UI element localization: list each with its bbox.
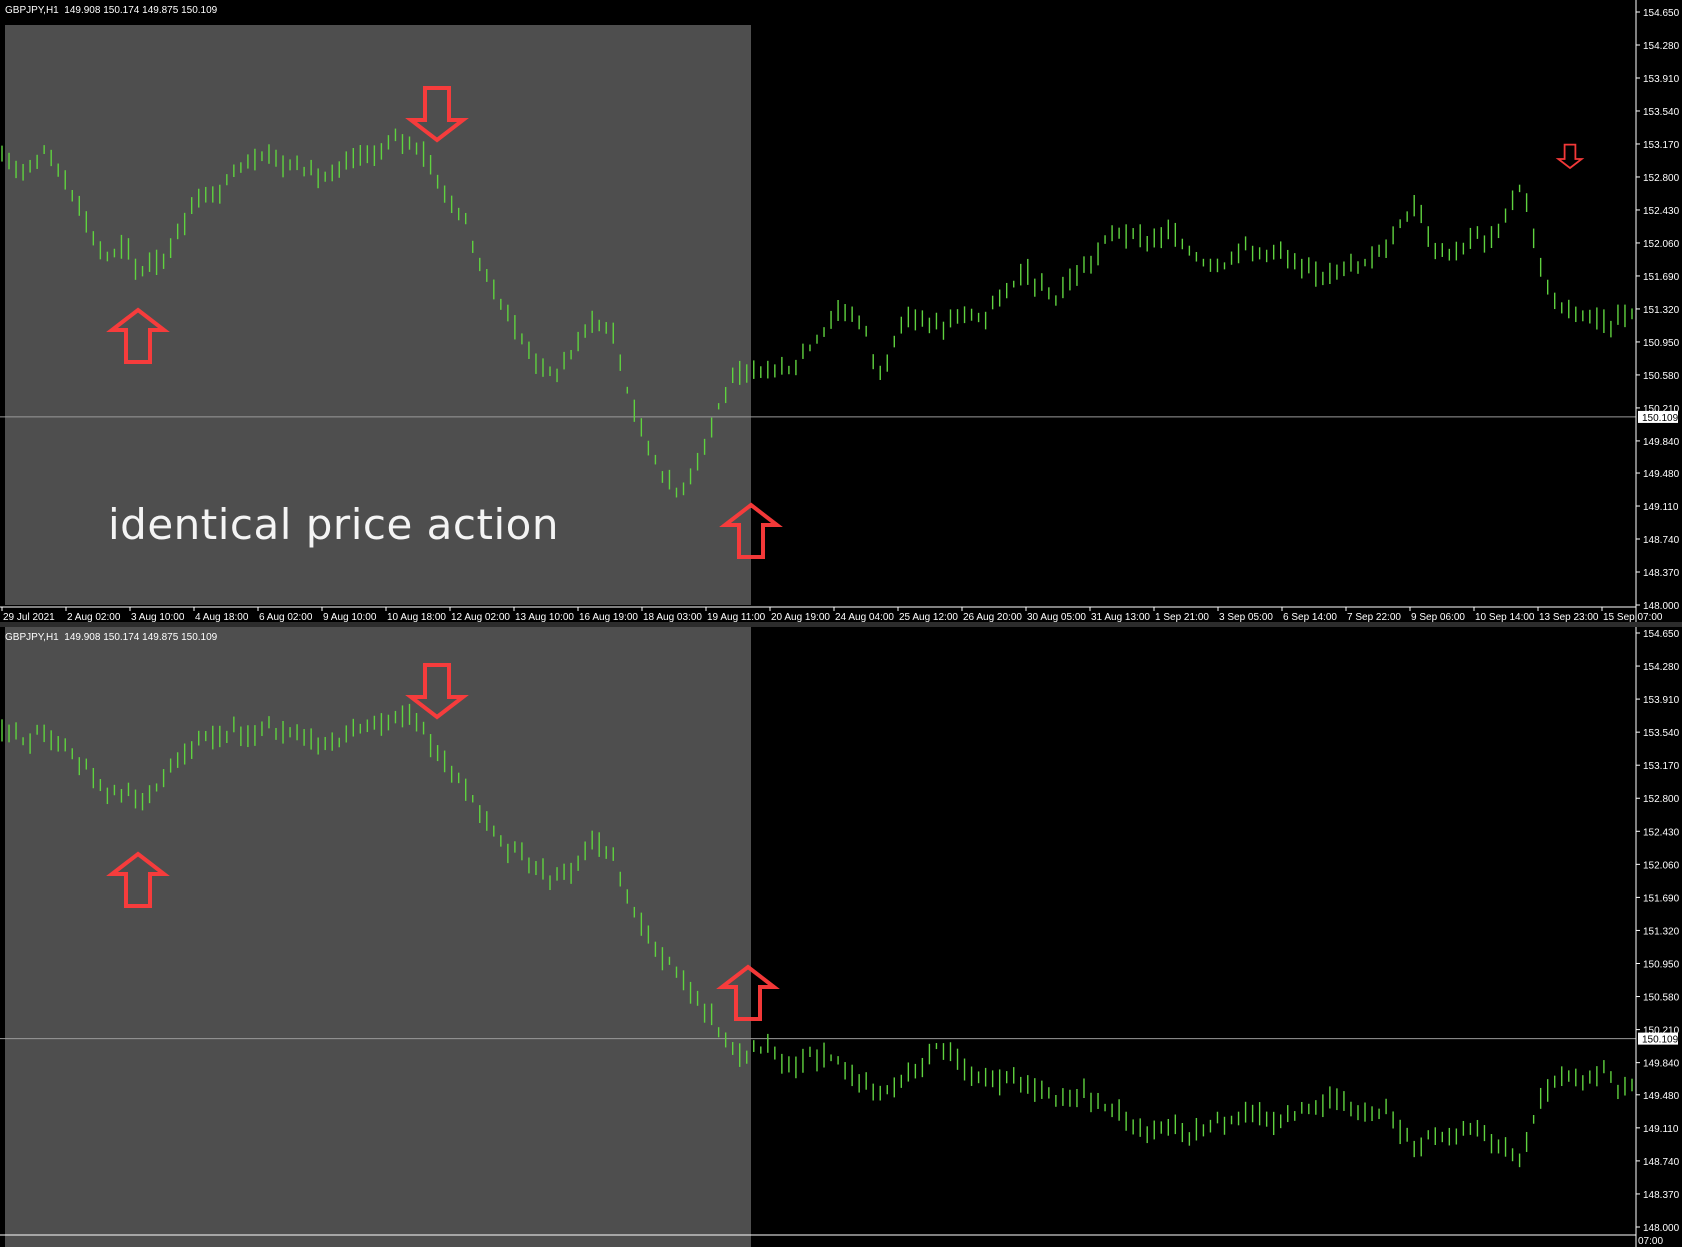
time-label: 9 Aug 10:00: [323, 612, 377, 622]
time-label: 13 Aug 10:00: [515, 612, 574, 622]
time-label: 16 Aug 19:00: [579, 612, 638, 622]
up-arrow-icon: [106, 851, 170, 908]
up-arrow-icon: [106, 307, 170, 364]
price-label: 152.430: [1643, 206, 1680, 217]
time-label: 12 Aug 02:00: [451, 612, 510, 622]
price-label: 153.910: [1643, 695, 1680, 706]
price-label: 151.320: [1643, 926, 1680, 937]
time-label: 2 Aug 02:00: [67, 612, 121, 622]
time-label: 1 Sep 21:00: [1155, 612, 1209, 622]
price-label: 153.910: [1643, 74, 1680, 85]
time-label: 26 Aug 20:00: [963, 612, 1022, 622]
price-label: 152.060: [1643, 860, 1680, 871]
current-price-label: 150.109: [1642, 1035, 1679, 1046]
time-label: 29 Jul 2021: [3, 612, 55, 622]
price-label: 149.110: [1643, 1124, 1679, 1135]
current-price-badge: [1638, 1032, 1678, 1045]
chart-symbol-label: GBPJPY,H1 149.908 150.174 149.875 150.10…: [5, 5, 218, 16]
price-label: 153.540: [1643, 728, 1680, 739]
time-label: 4 Aug 18:00: [195, 612, 249, 622]
time-label: 30 Aug 05:00: [1027, 612, 1086, 622]
time-label: 31 Aug 13:00: [1091, 612, 1150, 622]
top-chart-pane[interactable]: 154.650 154.280 153.910 153.540 153.170 152.8…: [0, 0, 1682, 622]
time-label: 24 Aug 04:00: [835, 612, 894, 622]
pane-divider[interactable]: [0, 622, 1682, 627]
price-label: 148.740: [1643, 535, 1680, 546]
time-label: 07:00: [1638, 1236, 1663, 1247]
price-label: 148.000: [1643, 601, 1680, 612]
bottom-chart-pane[interactable]: 154.650 154.280 153.910 153.540 153.170 152.8…: [0, 627, 1682, 1247]
price-label: 154.650: [1643, 8, 1680, 19]
time-label: 19 Aug 11:00: [707, 612, 766, 622]
price-label: 148.370: [1643, 568, 1680, 579]
price-label: 152.430: [1643, 827, 1680, 838]
price-label: 150.210: [1643, 404, 1680, 415]
time-label: 13 Sep 23:00: [1539, 612, 1599, 622]
price-label: 151.690: [1643, 893, 1680, 904]
time-label: 18 Aug 03:00: [643, 612, 702, 622]
price-label: 149.840: [1643, 1059, 1680, 1070]
time-label: 9 Sep 06:00: [1411, 612, 1465, 622]
price-label: 150.950: [1643, 959, 1680, 970]
up-arrow-icon: [719, 502, 783, 559]
price-label: 150.210: [1643, 1026, 1680, 1037]
price-label: 149.840: [1643, 437, 1680, 448]
price-label: 150.580: [1643, 371, 1680, 382]
price-label: 151.320: [1643, 305, 1680, 316]
current-price-badge: [1638, 410, 1678, 423]
up-arrow-icon: [716, 964, 780, 1021]
price-label: 152.060: [1643, 239, 1680, 250]
current-price-label: 150.109: [1642, 413, 1679, 424]
down-arrow-icon: [1555, 143, 1585, 170]
time-label: 6 Aug 02:00: [259, 612, 313, 622]
down-arrow-icon: [405, 663, 469, 720]
price-label: 153.540: [1643, 107, 1680, 118]
annotation-text: identical price action: [108, 500, 559, 549]
price-label: 154.280: [1643, 662, 1680, 673]
time-label: 15 Sep 07:00: [1603, 612, 1663, 622]
price-label: 149.480: [1643, 1091, 1680, 1102]
price-label: 152.800: [1643, 794, 1680, 805]
price-label: 154.280: [1643, 41, 1680, 52]
time-label: 6 Sep 14:00: [1283, 612, 1337, 622]
price-label: 149.110: [1643, 502, 1679, 513]
price-label: 153.170: [1643, 761, 1680, 772]
time-label: 3 Sep 05:00: [1219, 612, 1273, 622]
price-label: 150.950: [1643, 338, 1680, 349]
top-chart-canvas[interactable]: 154.650 154.280 153.910 153.540 153.170 152.8…: [0, 0, 1682, 622]
highlighted-region: [5, 627, 751, 1247]
price-label: 148.740: [1643, 1157, 1680, 1168]
price-label: 148.370: [1643, 1190, 1680, 1201]
time-label: 7 Sep 22:00: [1347, 612, 1401, 622]
price-label: 152.800: [1643, 173, 1680, 184]
price-label: 148.000: [1643, 1223, 1680, 1234]
bottom-chart-canvas[interactable]: 154.650 154.280 153.910 153.540 153.170 152.8…: [0, 627, 1682, 1247]
time-label: 20 Aug 19:00: [771, 612, 830, 622]
price-label: 151.690: [1643, 272, 1680, 283]
time-label: 25 Aug 12:00: [899, 612, 958, 622]
time-label: 10 Aug 18:00: [387, 612, 446, 622]
price-label: 154.650: [1643, 629, 1680, 640]
price-label: 153.170: [1643, 140, 1680, 151]
time-label: 3 Aug 10:00: [131, 612, 185, 622]
time-label: 10 Sep 14:00: [1475, 612, 1535, 622]
price-label: 149.480: [1643, 469, 1680, 480]
chart-symbol-label: GBPJPY,H1 149.908 150.174 149.875 150.10…: [5, 632, 218, 643]
down-arrow-icon: [405, 86, 469, 143]
price-label: 150.580: [1643, 993, 1680, 1004]
